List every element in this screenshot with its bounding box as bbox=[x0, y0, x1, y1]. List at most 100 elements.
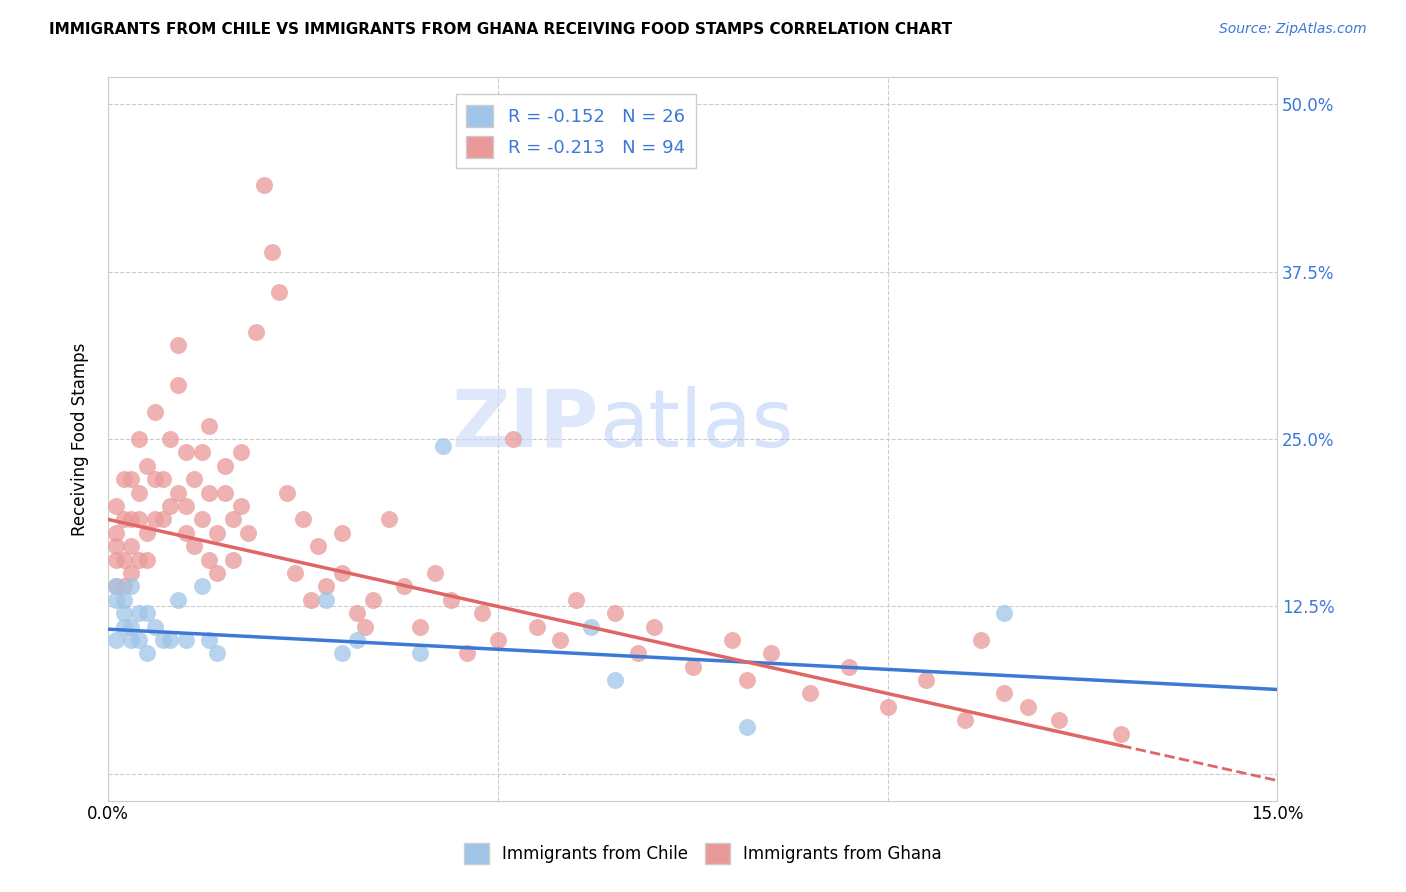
Point bbox=[112, 592, 135, 607]
Point bbox=[152, 472, 174, 486]
Point bbox=[486, 632, 509, 647]
Point bbox=[643, 619, 665, 633]
Point bbox=[205, 566, 228, 580]
Legend: R = -0.152   N = 26, R = -0.213   N = 94: R = -0.152 N = 26, R = -0.213 N = 94 bbox=[456, 94, 696, 169]
Point bbox=[167, 592, 190, 607]
Point bbox=[502, 432, 524, 446]
Point bbox=[456, 646, 478, 660]
Point bbox=[245, 325, 267, 339]
Point bbox=[440, 592, 463, 607]
Point bbox=[432, 439, 454, 453]
Point bbox=[104, 579, 127, 593]
Point bbox=[315, 579, 337, 593]
Point bbox=[128, 512, 150, 526]
Point bbox=[993, 686, 1015, 700]
Text: atlas: atlas bbox=[599, 385, 793, 464]
Point bbox=[276, 485, 298, 500]
Point bbox=[174, 445, 197, 459]
Point bbox=[1017, 699, 1039, 714]
Point bbox=[112, 512, 135, 526]
Point bbox=[299, 592, 322, 607]
Point bbox=[548, 632, 571, 647]
Point bbox=[1047, 713, 1070, 727]
Point bbox=[876, 699, 898, 714]
Point bbox=[759, 646, 782, 660]
Point bbox=[238, 525, 260, 540]
Point bbox=[198, 485, 221, 500]
Point bbox=[229, 499, 252, 513]
Point bbox=[269, 285, 291, 299]
Point bbox=[104, 499, 127, 513]
Point bbox=[735, 673, 758, 687]
Point bbox=[253, 178, 276, 192]
Point bbox=[120, 512, 142, 526]
Text: Source: ZipAtlas.com: Source: ZipAtlas.com bbox=[1219, 22, 1367, 37]
Point bbox=[720, 632, 742, 647]
Point bbox=[183, 539, 205, 553]
Point bbox=[120, 619, 142, 633]
Point bbox=[136, 458, 159, 473]
Point bbox=[409, 646, 432, 660]
Point bbox=[104, 632, 127, 647]
Point bbox=[136, 646, 159, 660]
Point bbox=[198, 632, 221, 647]
Point bbox=[603, 673, 626, 687]
Point bbox=[346, 632, 368, 647]
Point bbox=[174, 499, 197, 513]
Point bbox=[564, 592, 586, 607]
Point bbox=[152, 632, 174, 647]
Point bbox=[104, 539, 127, 553]
Point bbox=[174, 525, 197, 540]
Point bbox=[128, 432, 150, 446]
Point bbox=[120, 579, 142, 593]
Point bbox=[361, 592, 384, 607]
Point bbox=[735, 720, 758, 734]
Point bbox=[214, 485, 236, 500]
Point bbox=[526, 619, 548, 633]
Point bbox=[205, 525, 228, 540]
Point bbox=[799, 686, 821, 700]
Point bbox=[167, 378, 190, 392]
Point bbox=[104, 592, 127, 607]
Point bbox=[167, 485, 190, 500]
Legend: Immigrants from Chile, Immigrants from Ghana: Immigrants from Chile, Immigrants from G… bbox=[457, 837, 949, 871]
Point bbox=[159, 499, 181, 513]
Point bbox=[330, 566, 353, 580]
Point bbox=[143, 619, 166, 633]
Point bbox=[104, 579, 127, 593]
Point bbox=[205, 646, 228, 660]
Point bbox=[104, 552, 127, 566]
Point bbox=[198, 552, 221, 566]
Point bbox=[112, 472, 135, 486]
Point bbox=[970, 632, 993, 647]
Point bbox=[143, 472, 166, 486]
Point bbox=[136, 552, 159, 566]
Point bbox=[214, 458, 236, 473]
Point bbox=[260, 244, 283, 259]
Point bbox=[190, 445, 212, 459]
Point bbox=[284, 566, 307, 580]
Point bbox=[159, 632, 181, 647]
Point bbox=[308, 539, 330, 553]
Point bbox=[915, 673, 938, 687]
Point bbox=[471, 606, 494, 620]
Point bbox=[128, 606, 150, 620]
Point bbox=[120, 632, 142, 647]
Point bbox=[112, 579, 135, 593]
Point bbox=[346, 606, 368, 620]
Y-axis label: Receiving Food Stamps: Receiving Food Stamps bbox=[72, 343, 89, 536]
Point bbox=[409, 619, 432, 633]
Text: IMMIGRANTS FROM CHILE VS IMMIGRANTS FROM GHANA RECEIVING FOOD STAMPS CORRELATION: IMMIGRANTS FROM CHILE VS IMMIGRANTS FROM… bbox=[49, 22, 952, 37]
Point bbox=[104, 525, 127, 540]
Point bbox=[222, 512, 245, 526]
Point bbox=[112, 552, 135, 566]
Point bbox=[222, 552, 245, 566]
Point bbox=[190, 579, 212, 593]
Point bbox=[330, 525, 353, 540]
Point bbox=[955, 713, 977, 727]
Point bbox=[112, 619, 135, 633]
Point bbox=[174, 632, 197, 647]
Point bbox=[315, 592, 337, 607]
Point bbox=[425, 566, 447, 580]
Point bbox=[392, 579, 415, 593]
